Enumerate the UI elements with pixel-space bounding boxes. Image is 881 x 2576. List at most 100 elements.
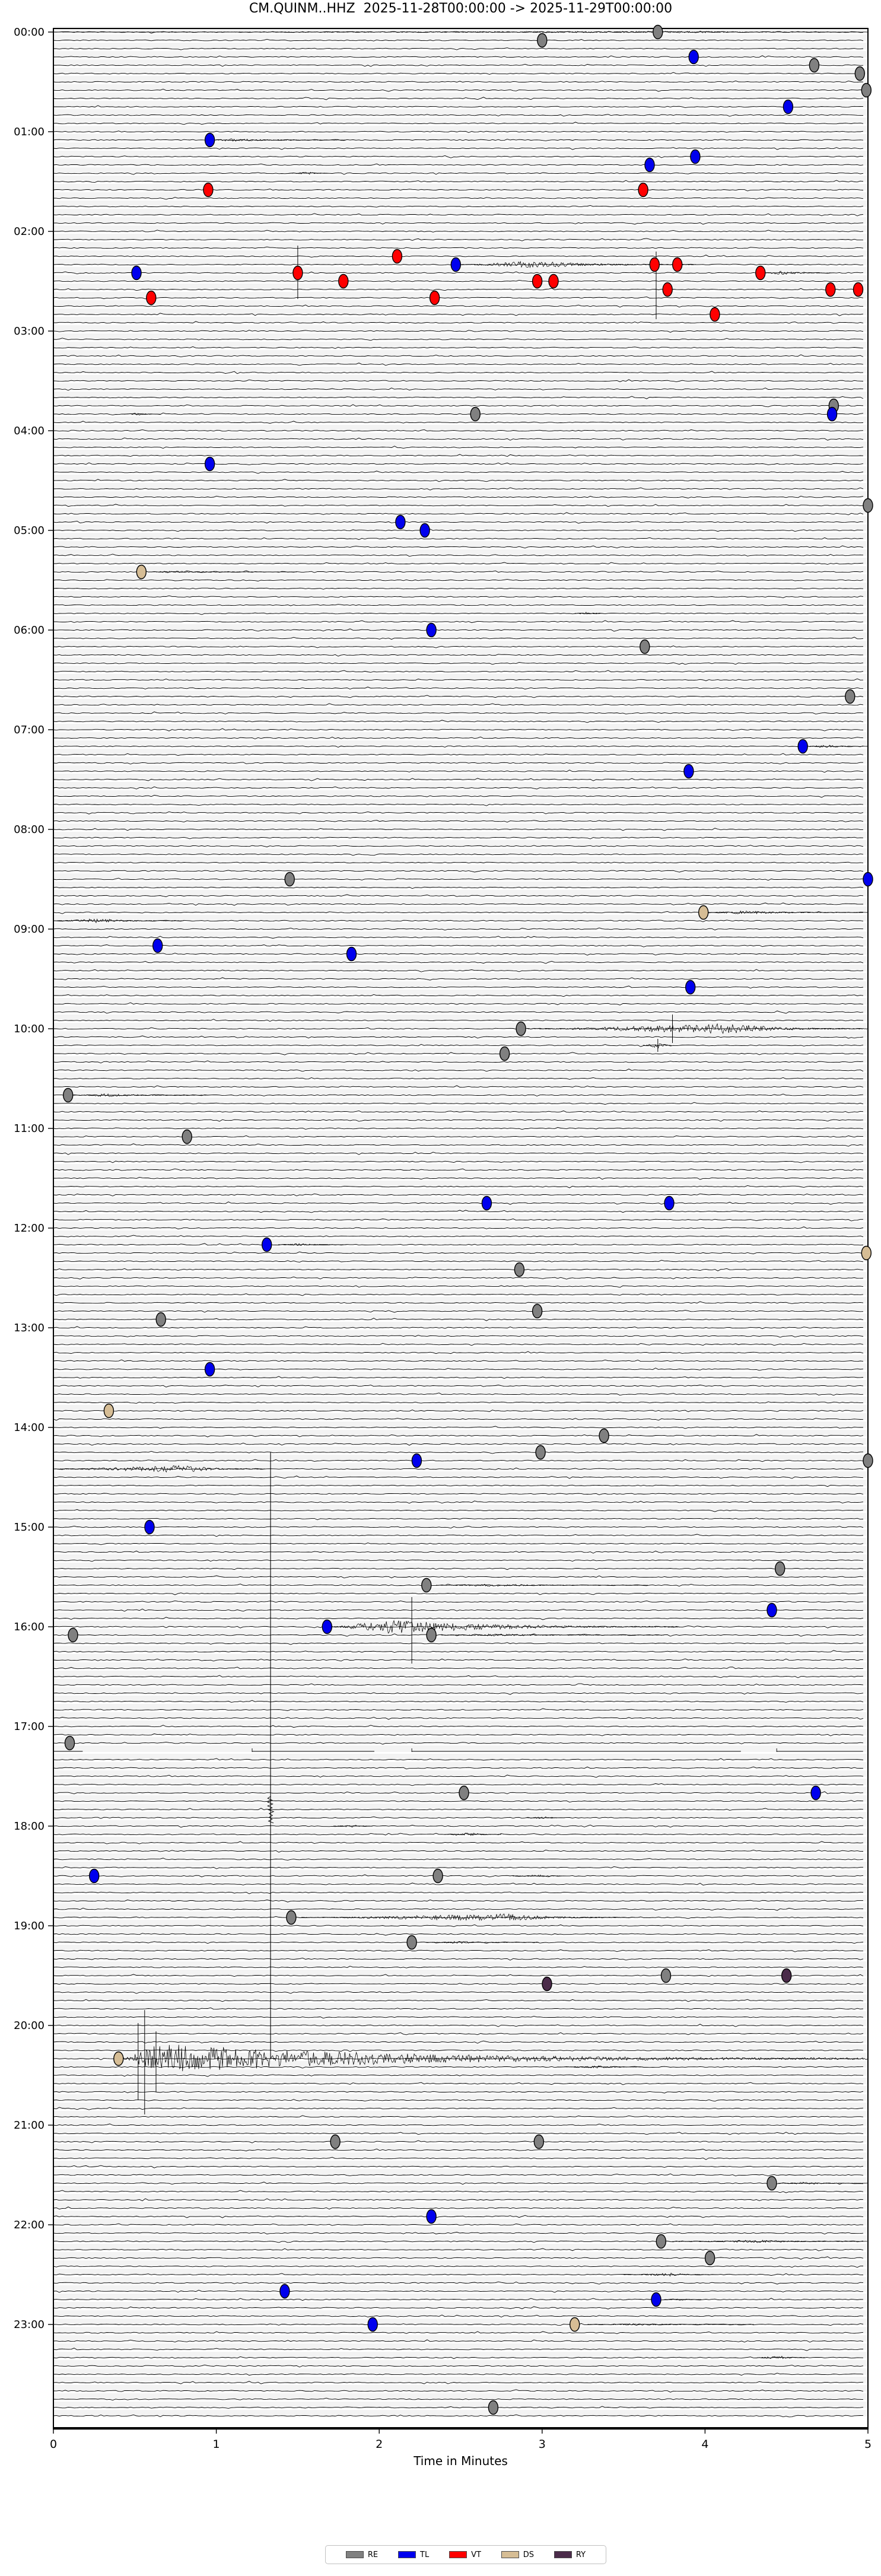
trace-row: [53, 1708, 864, 1711]
event-marker-re: [284, 872, 295, 887]
row-band: [53, 666, 868, 672]
row-band: [53, 524, 868, 531]
trace-row: [53, 1401, 863, 1404]
trace-row: [53, 686, 864, 689]
trace-row: [53, 1293, 864, 1296]
row-band: [53, 948, 868, 955]
row-band: [53, 724, 868, 730]
trace-row: [53, 412, 864, 415]
trace-row: [53, 230, 864, 233]
trace-row: [53, 1667, 864, 1669]
seismic-event-trace: [558, 2065, 643, 2069]
event-marker-tl: [152, 938, 163, 953]
seismic-event-trace: [757, 2355, 806, 2359]
event-marker-re: [470, 406, 481, 422]
trace-row: [53, 1866, 863, 1869]
trace-row: [53, 462, 864, 466]
row-band: [53, 1804, 868, 1810]
row-band: [53, 2119, 868, 2126]
row-band: [53, 2094, 868, 2101]
row-band: [53, 1671, 868, 1677]
row-band: [53, 840, 868, 847]
event-marker-re: [854, 66, 866, 81]
x-axis-label: Time in Minutes: [414, 2454, 508, 2468]
row-band: [53, 300, 868, 307]
row-band: [53, 749, 868, 755]
row-band: [53, 1363, 868, 1370]
row-band: [53, 500, 868, 506]
trace-row: [53, 296, 864, 300]
row-band: [53, 2244, 868, 2250]
event-marker-tl: [395, 514, 406, 530]
seismic-event-trace: [424, 1941, 539, 1944]
trace-row: [53, 2223, 864, 2226]
trace-row: [53, 1235, 864, 1238]
row-band: [53, 1197, 868, 1204]
trace-row: [53, 1841, 864, 1844]
trace-row: [53, 678, 864, 682]
figure-title: CM.QUINM..HHZ 2025-11-28T00:00:00 -> 202…: [249, 1, 673, 16]
y-tick-label: 08:00: [14, 823, 44, 836]
row-band: [53, 43, 868, 49]
row-band: [53, 1554, 868, 1561]
row-band: [53, 292, 868, 298]
trace-row: [53, 1983, 864, 1985]
trace-row: [53, 2397, 864, 2401]
row-band: [53, 1828, 868, 1835]
trace-row: [53, 695, 864, 698]
trace-row: [53, 155, 864, 158]
trace-row: [53, 1808, 864, 1811]
row-band: [53, 2177, 868, 2184]
row-band: [53, 1064, 868, 1071]
trace-row: [53, 1385, 864, 1388]
legend-swatch-tl-icon: [398, 2551, 416, 2558]
trace-row: [53, 255, 864, 258]
trace-row: [53, 537, 864, 540]
trace-row: [53, 2339, 864, 2343]
trace-row: [53, 2157, 864, 2160]
row-band: [53, 965, 868, 971]
event-marker-re: [64, 1735, 75, 1751]
row-band: [53, 1322, 868, 1328]
trace-row: [53, 404, 864, 408]
row-band: [53, 1629, 868, 1636]
row-band: [53, 1289, 868, 1295]
row-band: [53, 1662, 868, 1669]
event-marker-tl: [863, 872, 873, 887]
trace-row: [53, 794, 864, 798]
trace-row: [53, 1899, 863, 1903]
trace-row: [53, 1849, 864, 1853]
row-band: [53, 1953, 868, 1960]
legend: RE TL VT DS RY: [325, 2545, 606, 2564]
trace-row: [53, 2049, 864, 2052]
event-marker-re: [499, 1046, 510, 1061]
row-band: [53, 1920, 868, 1926]
trace-row: [53, 2107, 864, 2110]
trace-row: [53, 762, 863, 765]
row-band: [53, 1862, 868, 1868]
event-marker-tl: [766, 1602, 777, 1618]
trace-row: [53, 1052, 864, 1055]
row-band: [53, 2136, 868, 2142]
trace-row: [53, 2148, 864, 2152]
row-band: [53, 2385, 868, 2391]
trace-row: [53, 504, 864, 507]
y-tick-label: 21:00: [14, 2119, 44, 2132]
trace-row: [53, 379, 864, 383]
trace-row: [53, 1774, 864, 1778]
trace-row: [53, 63, 864, 67]
event-marker-tl: [262, 1237, 272, 1252]
trace-row: [53, 180, 864, 183]
trace-row: [53, 545, 864, 549]
row-band: [53, 2219, 868, 2225]
trace-row: [53, 920, 864, 923]
row-band: [53, 309, 868, 315]
row-band: [53, 142, 868, 149]
row-band: [53, 2360, 868, 2367]
event-marker-re: [535, 1445, 546, 1460]
row-band: [53, 2211, 868, 2217]
row-band: [53, 1704, 868, 1710]
trace-row: [53, 2348, 864, 2351]
event-marker-re: [863, 498, 873, 513]
row-band: [53, 566, 868, 573]
